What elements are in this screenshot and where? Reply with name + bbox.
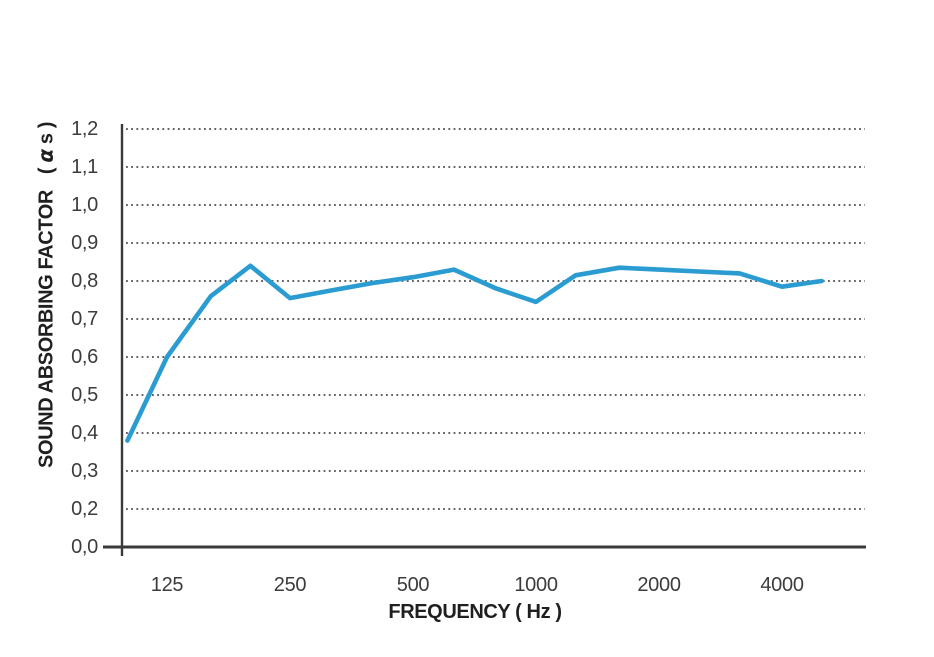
y-tick-label: 1,1: [71, 156, 98, 178]
y-tick-label: 1,0: [71, 194, 98, 216]
y-axis-title: SOUND ABSORBING FACTOR ( α s ): [34, 122, 59, 468]
x-tick-label: 2000: [637, 574, 681, 596]
x-tick-label: 4000: [760, 574, 804, 596]
x-tick-label: 1000: [514, 574, 558, 596]
x-tick-label: 125: [150, 574, 184, 596]
y-tick-label: 0,9: [71, 232, 98, 254]
y-tick-label: 0,0: [71, 536, 98, 558]
y-axis-unit-close: s ): [35, 122, 58, 150]
y-tick-label: 0,2: [71, 498, 98, 520]
y-tick-label: 0,6: [71, 346, 98, 368]
x-tick-label: 250: [273, 574, 307, 596]
y-tick-label: 1,2: [71, 118, 98, 140]
y-tick-label: 0,5: [71, 384, 98, 406]
alpha-symbol: α: [33, 149, 58, 163]
x-tick-label: 500: [396, 574, 430, 596]
data-line: [125, 263, 824, 443]
y-tick-label: 0,7: [71, 308, 98, 330]
y-tick-label: 0,8: [71, 270, 98, 292]
y-tick-label: 0,3: [71, 460, 98, 482]
x-axis-title: FREQUENCY ( Hz ): [388, 601, 562, 623]
y-tick-label: 0,4: [71, 422, 98, 444]
y-axis-title-text: SOUND ABSORBING FACTOR: [35, 190, 58, 468]
y-axis-unit-open: (: [35, 162, 58, 175]
